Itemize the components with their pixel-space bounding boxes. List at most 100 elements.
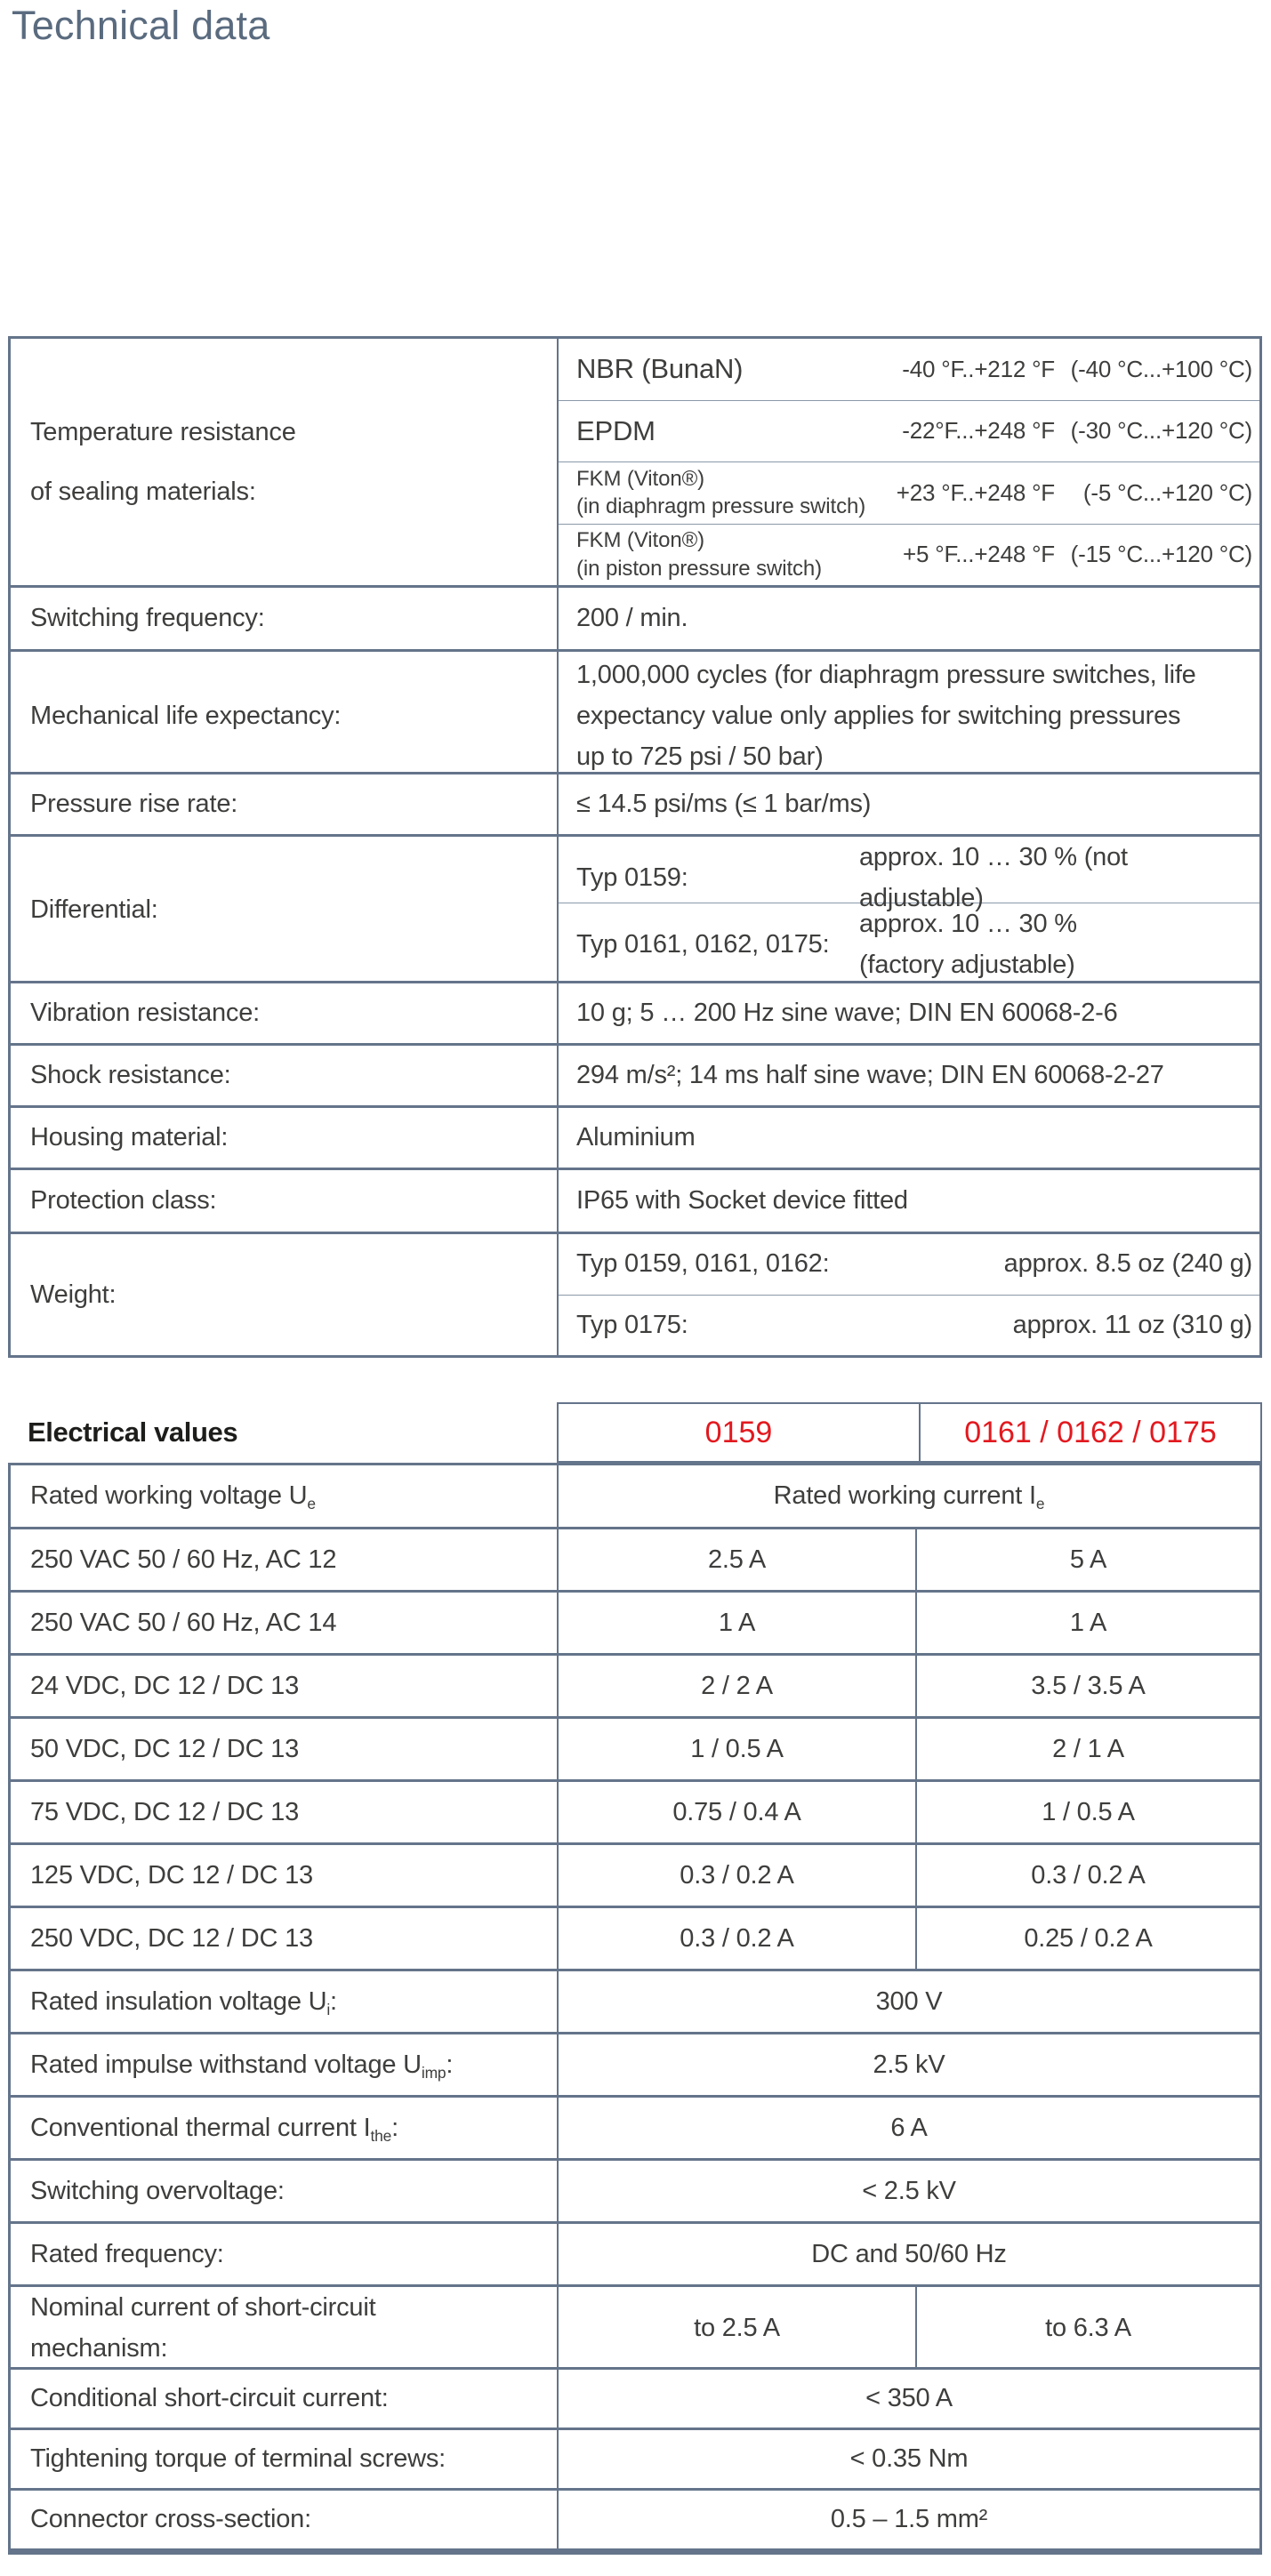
label-subscript: imp xyxy=(421,2063,446,2082)
row-pressure-rise-rate: Pressure rise rate: ≤ 14.5 psi/ms (≤ 1 b… xyxy=(11,772,1259,834)
value-016x: 0.25 / 0.2 A xyxy=(915,1908,1259,1969)
temp-range-c: (-30 °C...+120 °C) xyxy=(1070,417,1253,445)
differential-value-line1: approx. 10 … 30 % xyxy=(859,910,1077,938)
sealing-material-name: EPDM xyxy=(576,414,656,446)
row-protection-class: Protection class: IP65 with Socket devic… xyxy=(11,1168,1259,1232)
sealing-material-name-main: FKM (Viton®) xyxy=(576,466,705,491)
differential-value: approx. 10 … 30 % (factory adjustable) xyxy=(859,903,1252,986)
row-label: Rated insulation voltage Ui: xyxy=(11,1971,557,2032)
label-text: Rated working current I xyxy=(773,1481,1036,1510)
row-value: 10 g; 5 … 200 Hz sine wave; DIN EN 60068… xyxy=(557,983,1259,1043)
row-label: 250 VAC 50 / 60 Hz, AC 14 xyxy=(30,1608,337,1637)
sealing-row-nbr: NBR (BunaN) -40 °F..+212 °F (-40 °C...+1… xyxy=(559,339,1259,400)
rated-working-voltage-label: Rated working voltage Ue xyxy=(11,1465,557,1527)
row-tightening-torque: Tightening torque of terminal screws: < … xyxy=(11,2428,1259,2488)
general-data-table: Temperature resistance of sealing materi… xyxy=(8,336,1262,1358)
row-value: < 2.5 kV xyxy=(557,2161,1259,2221)
row-value: 2.5 kV xyxy=(557,2034,1259,2095)
row-label: Conventional thermal current Ithe: xyxy=(11,2098,557,2158)
label-subscript: i xyxy=(326,2000,331,2018)
row-differential: Differential: Typ 0159: approx. 10 … 30 … xyxy=(11,834,1259,983)
row-conditional-short-circuit-current: Conditional short-circuit current: < 350… xyxy=(11,2367,1259,2428)
label-subscript: e xyxy=(307,1495,316,1513)
row-mechanical-life: Mechanical life expectancy: 1,000,000 cy… xyxy=(11,649,1259,782)
row-label: 125 VDC, DC 12 / DC 13 xyxy=(30,1860,313,1890)
row-rated-insulation-voltage: Rated insulation voltage Ui: 300 V xyxy=(11,1969,1259,2032)
row-label: Protection class: xyxy=(30,1186,217,1215)
value-0159: 2.5 A xyxy=(557,1529,915,1590)
temp-range-c: (-40 °C...+100 °C) xyxy=(1070,355,1253,382)
sealing-material-detail: (in piston pressure switch) xyxy=(576,556,823,581)
sealing-row-fkm-diaphragm: FKM (Viton®) (in diaphragm pressure swit… xyxy=(559,461,1259,524)
row-value: Aluminium xyxy=(557,1108,1259,1168)
temp-range: +23 °F..+248 °F (-5 °C...+120 °C) xyxy=(897,479,1252,507)
value-016x: 1 / 0.5 A xyxy=(915,1782,1259,1842)
sealing-material-name: NBR (BunaN) xyxy=(576,353,744,385)
row-label: Housing material: xyxy=(30,1123,229,1152)
value-016x: 2 / 1 A xyxy=(915,1719,1259,1779)
label-text: Conventional thermal current I xyxy=(30,2113,371,2142)
label-text: Rated frequency: xyxy=(30,2239,224,2268)
temp-range-c: (-15 °C...+120 °C) xyxy=(1070,541,1253,568)
row-label: Switching frequency: xyxy=(30,604,265,632)
row-rated-working: Rated working voltage Ue Rated working c… xyxy=(11,1465,1259,1527)
row-label: 250 VDC, DC 12 / DC 13 xyxy=(30,1923,313,1953)
weight-value: approx. 8.5 oz (240 g) xyxy=(1003,1249,1253,1279)
row-vibration-resistance: Vibration resistance: 10 g; 5 … 200 Hz s… xyxy=(11,981,1259,1043)
label-line2: mechanism: xyxy=(30,2334,168,2363)
row-nominal-short-circuit-current: Nominal current of short-circuit mechani… xyxy=(11,2284,1259,2370)
differential-row-016x: Typ 0161, 0162, 0175: approx. 10 … 30 % … xyxy=(559,903,1259,983)
label-text: Rated impulse withstand voltage U xyxy=(30,2050,422,2079)
weight-row-0175: Typ 0175: approx. 11 oz (310 g) xyxy=(559,1294,1259,1356)
row-value: IP65 with Socket device fitted xyxy=(557,1170,1259,1232)
row-250vdc: 250 VDC, DC 12 / DC 13 0.3 / 0.2 A 0.25 … xyxy=(11,1906,1259,1969)
column-header-0161-0162-0175: 0161 / 0162 / 0175 xyxy=(919,1404,1260,1461)
sealing-material-name-main: FKM (Viton®) xyxy=(576,528,705,553)
value-016x: to 6.3 A xyxy=(915,2287,1259,2370)
value-0159: 2 / 2 A xyxy=(557,1656,915,1716)
row-value: < 0.35 Nm xyxy=(557,2430,1259,2488)
value-016x: 1 A xyxy=(915,1593,1259,1653)
row-value: DC and 50/60 Hz xyxy=(557,2224,1259,2284)
row-label: Rated impulse withstand voltage Uimp: xyxy=(11,2034,557,2095)
weight-row-standard: Typ 0159, 0161, 0162: approx. 8.5 oz (24… xyxy=(559,1234,1259,1295)
row-sealing-materials: Temperature resistance of sealing materi… xyxy=(11,339,1259,585)
row-label: Pressure rise rate: xyxy=(30,790,238,818)
rated-working-current-label: Rated working current Ie xyxy=(557,1465,1259,1527)
row-shock-resistance: Shock resistance: 294 m/s²; 14 ms half s… xyxy=(11,1043,1259,1105)
row-125vdc: 125 VDC, DC 12 / DC 13 0.3 / 0.2 A 0.3 /… xyxy=(11,1842,1259,1906)
row-label: 24 VDC, DC 12 / DC 13 xyxy=(30,1671,300,1700)
value-0159: 0.75 / 0.4 A xyxy=(557,1782,915,1842)
row-label: Switching overvoltage: xyxy=(11,2161,557,2221)
temp-range-f: -40 °F..+212 °F xyxy=(902,355,1055,382)
row-50vdc: 50 VDC, DC 12 / DC 13 1 / 0.5 A 2 / 1 A xyxy=(11,1716,1259,1779)
value-016x: 5 A xyxy=(915,1529,1259,1590)
value-0159: 1 / 0.5 A xyxy=(557,1719,915,1779)
sealing-row-epdm: EPDM -22°F...+248 °F (-30 °C...+120 °C) xyxy=(559,399,1259,462)
sealing-subrows: NBR (BunaN) -40 °F..+212 °F (-40 °C...+1… xyxy=(557,339,1259,585)
page-title: Technical data xyxy=(12,3,270,48)
sealing-material-name: FKM (Viton®) (in piston pressure switch) xyxy=(576,526,897,582)
label-suffix: : xyxy=(446,2050,454,2079)
row-value: < 350 A xyxy=(557,2370,1259,2428)
sealing-material-name: FKM (Viton®) (in diaphragm pressure swit… xyxy=(576,465,897,521)
weight-type-label: Typ 0159, 0161, 0162: xyxy=(576,1249,830,1279)
row-value-text: 1,000,000 cycles (for diaphragm pressure… xyxy=(576,661,1196,771)
electrical-values-title: Electrical values xyxy=(28,1416,238,1448)
sealing-material-detail: (in diaphragm pressure switch) xyxy=(576,494,866,519)
value-0159: 0.3 / 0.2 A xyxy=(557,1845,915,1906)
electrical-values-table: Rated working voltage Ue Rated working c… xyxy=(8,1463,1262,2555)
weight-subrows: Typ 0159, 0161, 0162: approx. 8.5 oz (24… xyxy=(557,1234,1259,1355)
temp-range-f: -22°F...+248 °F xyxy=(902,417,1055,445)
label-text: Rated insulation voltage U xyxy=(30,1986,327,2016)
row-switching-frequency: Switching frequency: 200 / min. xyxy=(11,585,1259,649)
row-value: 1,000,000 cycles (for diaphragm pressure… xyxy=(557,652,1259,782)
row-conventional-thermal-current: Conventional thermal current Ithe: 6 A xyxy=(11,2095,1259,2158)
row-label: Nominal current of short-circuit mechani… xyxy=(11,2287,557,2370)
row-label: 50 VDC, DC 12 / DC 13 xyxy=(30,1734,300,1763)
sealing-label-line1: Temperature resistance xyxy=(30,417,296,446)
row-label: Vibration resistance: xyxy=(30,999,261,1027)
row-250vac-ac12: 250 VAC 50 / 60 Hz, AC 12 2.5 A 5 A xyxy=(11,1527,1259,1590)
label-subscript: the xyxy=(370,2126,392,2145)
label-suffix: : xyxy=(330,1986,337,2016)
